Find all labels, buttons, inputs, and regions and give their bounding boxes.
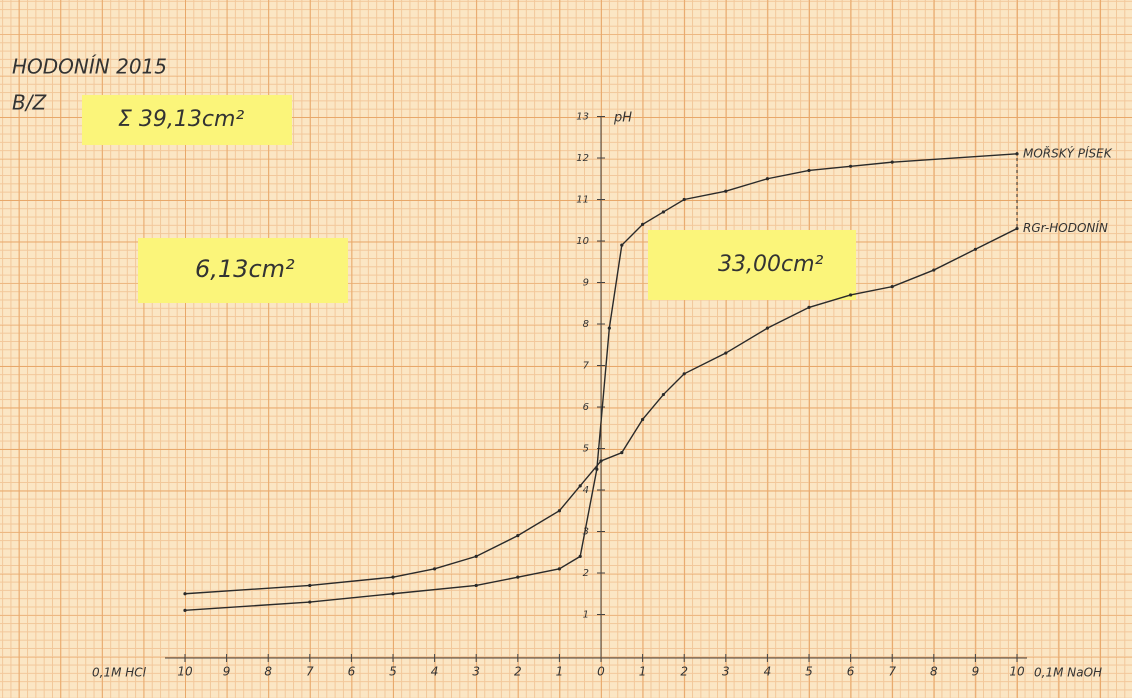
x-tick-label: 8 bbox=[264, 665, 272, 679]
y-tick-label: 11 bbox=[576, 195, 589, 206]
data-point bbox=[183, 592, 186, 595]
data-point bbox=[599, 459, 602, 462]
chart-subtitle: B/Z bbox=[12, 91, 47, 115]
annotation: 6,13cm² bbox=[195, 255, 295, 283]
x-axis-label: 0,1M HCl bbox=[92, 666, 147, 680]
data-point bbox=[608, 327, 611, 330]
data-point bbox=[932, 268, 935, 271]
data-point bbox=[766, 177, 769, 180]
y-tick-label: 12 bbox=[576, 153, 589, 164]
x-tick-label: 10 bbox=[177, 665, 193, 679]
data-point bbox=[516, 576, 519, 579]
data-point bbox=[183, 609, 186, 612]
x-tick-label: 10 bbox=[1009, 665, 1025, 679]
y-tick-label: 1 bbox=[583, 610, 589, 621]
data-point bbox=[683, 198, 686, 201]
x-tick-label: 6 bbox=[348, 665, 356, 679]
data-point bbox=[1015, 152, 1018, 155]
data-point bbox=[620, 451, 623, 454]
data-point bbox=[849, 293, 852, 296]
x-tick-label: 6 bbox=[847, 665, 855, 679]
data-point bbox=[620, 244, 623, 247]
data-point bbox=[974, 248, 977, 251]
annotation: Σ 39,13cm² bbox=[118, 107, 244, 132]
data-point bbox=[308, 600, 311, 603]
data-point bbox=[558, 509, 561, 512]
x-tick-label: 2 bbox=[680, 665, 688, 679]
x-tick-label: 5 bbox=[805, 665, 813, 679]
x-tick-label: 9 bbox=[223, 665, 231, 679]
x-tick-label: 3 bbox=[472, 665, 480, 679]
x-tick-label: 4 bbox=[764, 665, 772, 679]
x-tick-label: 7 bbox=[306, 665, 314, 679]
data-point bbox=[516, 534, 519, 537]
x-tick-label: 7 bbox=[888, 665, 896, 679]
annotation: 33,00cm² bbox=[718, 252, 824, 277]
y-tick-label: 6 bbox=[583, 402, 589, 413]
data-point bbox=[807, 169, 810, 172]
data-point bbox=[662, 210, 665, 213]
x-tick-label: 4 bbox=[431, 665, 439, 679]
x-tick-label: 8 bbox=[930, 665, 938, 679]
data-point bbox=[579, 484, 582, 487]
x-tick-label: 9 bbox=[972, 665, 980, 679]
data-point bbox=[475, 555, 478, 558]
chart: HODONÍN 2015 B/Z Σ 39,13cm² 6,13cm² 33,0… bbox=[0, 0, 1132, 698]
series-label: RGr-HODONÍN bbox=[1023, 220, 1108, 235]
data-point bbox=[391, 592, 394, 595]
y-tick-label: 8 bbox=[583, 319, 589, 330]
y-tick-label: 13 bbox=[576, 112, 589, 123]
data-point bbox=[662, 393, 665, 396]
data-point bbox=[1015, 227, 1018, 230]
x-tick-label: 1 bbox=[556, 665, 564, 679]
x-tick-label: 0 bbox=[597, 665, 605, 679]
page: HODONÍN 2015 B/Z Σ 39,13cm² 6,13cm² 33,0… bbox=[0, 0, 1132, 698]
data-point bbox=[558, 567, 561, 570]
data-point bbox=[891, 285, 894, 288]
x-tick-label: 1 bbox=[639, 665, 647, 679]
y-tick-label: 2 bbox=[583, 568, 589, 579]
y-tick-label: 10 bbox=[576, 236, 589, 247]
data-point bbox=[849, 165, 852, 168]
data-point bbox=[683, 372, 686, 375]
data-point bbox=[766, 327, 769, 330]
data-point bbox=[724, 190, 727, 193]
data-point bbox=[475, 584, 478, 587]
y-axis-label: pH bbox=[613, 111, 632, 126]
chart-title: HODONÍN 2015 bbox=[12, 55, 167, 79]
data-point bbox=[433, 567, 436, 570]
data-point bbox=[641, 223, 644, 226]
y-tick-label: 4 bbox=[583, 485, 589, 496]
y-tick-label: 7 bbox=[583, 361, 590, 372]
series-label: MOŘSKÝ PÍSEK bbox=[1023, 145, 1113, 160]
x-tick-label: 3 bbox=[722, 665, 730, 679]
x-axis-label: 0,1M NaOH bbox=[1034, 666, 1102, 680]
data-point bbox=[641, 418, 644, 421]
data-point bbox=[807, 306, 810, 309]
x-tick-label: 2 bbox=[514, 665, 522, 679]
data-point bbox=[891, 161, 894, 164]
y-tick-label: 5 bbox=[583, 444, 589, 455]
data-point bbox=[391, 576, 394, 579]
data-point bbox=[308, 584, 311, 587]
data-point bbox=[724, 351, 727, 354]
data-point bbox=[579, 555, 582, 558]
x-tick-label: 5 bbox=[389, 665, 397, 679]
y-tick-label: 9 bbox=[583, 278, 589, 289]
